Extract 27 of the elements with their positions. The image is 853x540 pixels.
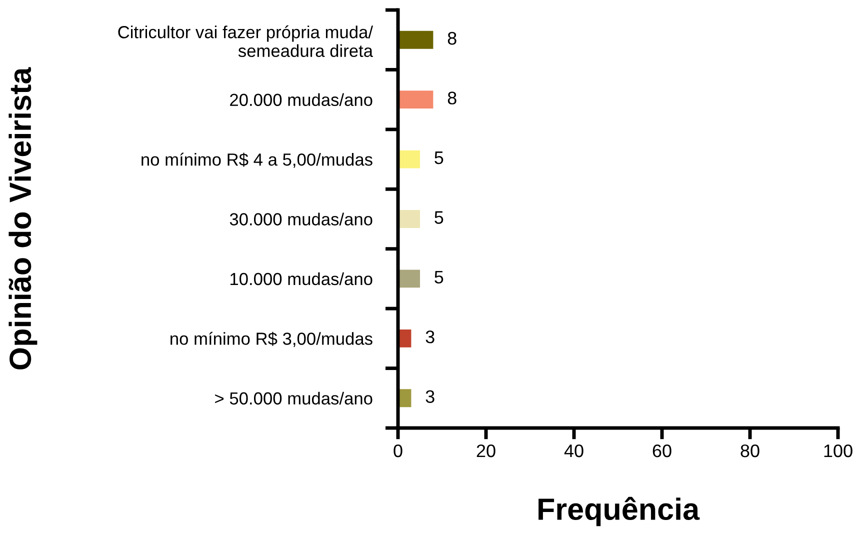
bar bbox=[398, 90, 434, 109]
y-tick-label: 10.000 mudas/ano bbox=[230, 272, 372, 286]
y-tick-label: 30.000 mudas/ano bbox=[230, 212, 372, 226]
y-tick-label: 20.000 mudas/ano bbox=[230, 93, 372, 106]
bar bbox=[398, 270, 420, 288]
bar bbox=[398, 150, 420, 168]
data-label: 8 bbox=[448, 92, 456, 104]
data-label: 5 bbox=[434, 270, 444, 284]
bar bbox=[398, 30, 434, 49]
y-tick-label: no mínimo R$ 4 a 5,00/mudas bbox=[142, 152, 372, 168]
data-label: 5 bbox=[434, 211, 444, 224]
x-tick-label: 80 bbox=[740, 444, 760, 458]
x-tick-label: 0 bbox=[394, 444, 402, 458]
x-tick-label: 20 bbox=[476, 444, 496, 458]
data-label: 8 bbox=[448, 32, 456, 45]
data-label: 5 bbox=[434, 152, 444, 164]
y-tick-label: Citricultor vai fazer própria muda/ semeadura direta bbox=[118, 25, 374, 58]
x-tick-label: 40 bbox=[564, 444, 584, 458]
y-tick-label: > 50.000 mudas/ano bbox=[215, 392, 372, 405]
bar bbox=[398, 210, 420, 228]
y-tick-label: no mínimo R$ 3,00/mudas bbox=[170, 332, 372, 347]
x-tick-label: 60 bbox=[652, 444, 672, 458]
x-tick-label: 100 bbox=[824, 444, 852, 458]
x-axis-title: Frequência bbox=[538, 496, 700, 526]
y-axis-title: Opinião do Viveirista bbox=[8, 67, 38, 370]
data-label: 3 bbox=[426, 330, 434, 344]
data-label: 3 bbox=[426, 390, 434, 403]
